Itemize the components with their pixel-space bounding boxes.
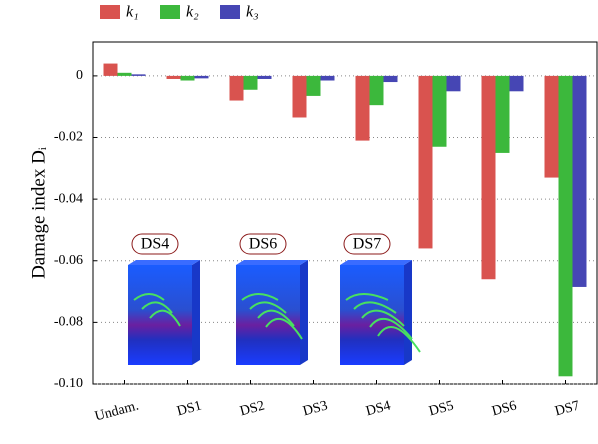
x-tick-label: DS1: [175, 398, 203, 419]
bar: [244, 76, 258, 90]
bar: [195, 76, 209, 78]
bar: [104, 64, 118, 76]
y-tick-label: -0.08: [54, 315, 83, 330]
legend-swatch: [220, 5, 240, 19]
inset-image: [236, 260, 308, 365]
bar: [496, 76, 510, 153]
legend-label: k₃: [246, 4, 259, 21]
inset-image: [128, 260, 200, 365]
x-tick-label: DS7: [553, 398, 581, 419]
x-tick-label: DS2: [238, 398, 266, 419]
bar: [482, 76, 496, 279]
bar: [545, 76, 559, 178]
x-tick-label: DS5: [427, 398, 455, 419]
inset-side: [192, 260, 200, 365]
bar: [559, 76, 573, 376]
bar: [384, 76, 398, 82]
bar: [573, 76, 587, 287]
inset-label: DS6: [249, 236, 277, 253]
bar: [167, 76, 181, 79]
bar: [230, 76, 244, 101]
x-tick-label: DS6: [490, 398, 518, 419]
legend-swatch: [160, 5, 180, 19]
bar: [419, 76, 433, 249]
inset-side: [404, 260, 412, 365]
y-tick-label: -0.06: [54, 253, 83, 268]
bar: [447, 76, 461, 91]
legend-label: k₂: [186, 4, 199, 21]
inset-side: [300, 260, 308, 365]
y-tick-label: -0.04: [54, 191, 83, 206]
bar: [510, 76, 524, 91]
chart: Damage index Dᵢ 0 -0.02 -0.04 -0.06 -0.08 -0.…: [0, 0, 598, 439]
inset-top: [340, 260, 412, 265]
bar: [356, 76, 370, 141]
legend-swatch: [100, 5, 120, 19]
bar: [370, 76, 384, 105]
inset-label: DS4: [141, 236, 169, 253]
x-tick-label: Undam.: [93, 398, 140, 424]
bar: [321, 76, 335, 81]
bar: [118, 73, 132, 76]
bar: [293, 76, 307, 118]
y-tick-label: -0.02: [54, 130, 83, 145]
bar: [433, 76, 447, 147]
inset-body: [236, 265, 300, 365]
y-axis-label: Damage index Dᵢ: [28, 147, 49, 279]
y-tick-label: -0.10: [54, 376, 83, 391]
bar: [307, 76, 321, 96]
legend-label: k₁: [126, 4, 139, 21]
bar: [132, 74, 146, 76]
inset-label: DS7: [353, 236, 381, 253]
inset-top: [236, 260, 308, 265]
inset-body: [128, 265, 192, 365]
x-tick-label: DS4: [364, 398, 392, 419]
y-tick-label: 0: [76, 68, 83, 83]
inset-top: [128, 260, 200, 265]
bar: [181, 76, 195, 81]
bar: [258, 76, 272, 79]
x-tick-label: DS3: [301, 398, 329, 419]
inset-image: [340, 260, 420, 365]
inset-body: [340, 265, 404, 365]
